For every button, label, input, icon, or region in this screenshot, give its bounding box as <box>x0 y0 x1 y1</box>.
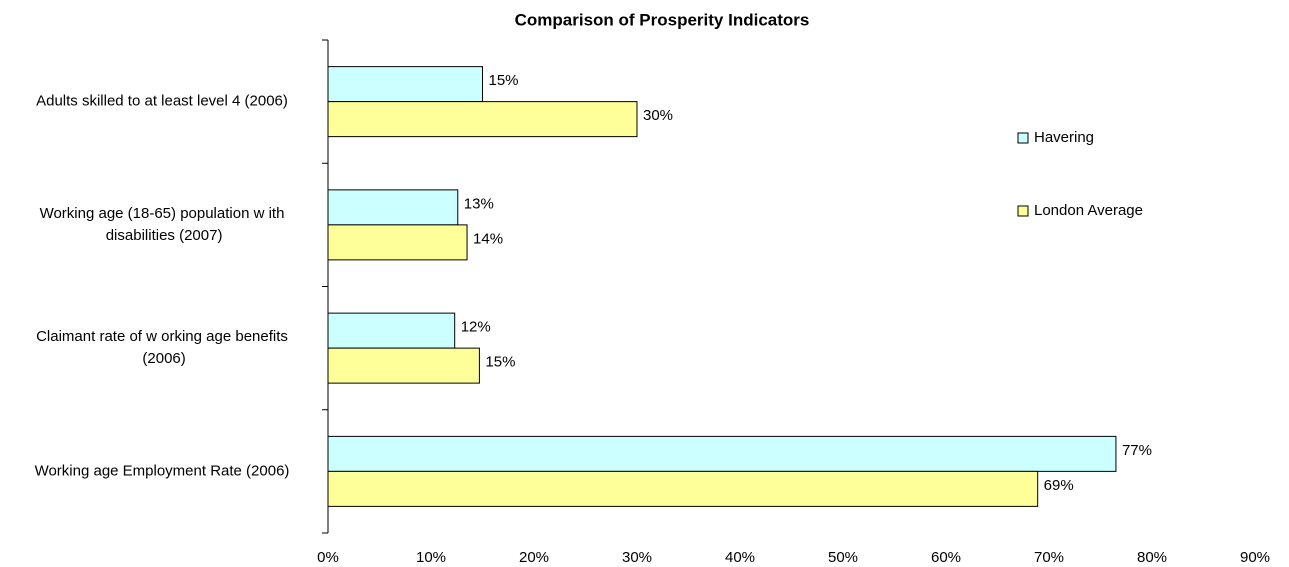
y-tick-label: Claimant rate of w orking age benefits (… <box>36 328 288 367</box>
bar <box>327 66 483 103</box>
bar <box>327 347 480 384</box>
data-label: 77% <box>1122 442 1152 459</box>
y-tick-label: Adults skilled to at least level 4 (2006… <box>36 93 288 110</box>
data-label: 15% <box>489 72 519 89</box>
x-tick-label: 10% <box>416 549 446 566</box>
x-tick-label: 50% <box>828 549 858 566</box>
legend-swatch <box>1017 132 1029 144</box>
bar <box>327 470 1039 507</box>
x-tick-label: 0% <box>317 549 339 566</box>
bar <box>327 435 1117 472</box>
bar <box>327 312 456 349</box>
bar <box>327 101 638 138</box>
legend-label: Havering <box>1034 129 1094 146</box>
bar <box>327 189 459 226</box>
legend-label: London Average <box>1034 202 1143 219</box>
x-tick-label: 40% <box>725 549 755 566</box>
data-label: 15% <box>485 354 515 371</box>
x-tick-label: 90% <box>1240 549 1270 566</box>
data-label: 69% <box>1044 477 1074 494</box>
x-tick-label: 70% <box>1034 549 1064 566</box>
data-label: 13% <box>464 195 494 212</box>
bar <box>327 224 468 261</box>
y-tick-label: Working age (18-65) population w ith dis… <box>40 205 285 244</box>
x-tick-label: 30% <box>622 549 652 566</box>
data-label: 12% <box>461 319 491 336</box>
chart-title: Comparison of Prosperity Indicators <box>515 10 810 29</box>
legend-swatch <box>1017 205 1029 217</box>
x-tick-label: 80% <box>1137 549 1167 566</box>
y-tick-label: Working age Employment Rate (2006) <box>35 462 290 479</box>
x-tick-label: 20% <box>519 549 549 566</box>
data-label: 30% <box>643 107 673 124</box>
data-label: 14% <box>473 230 503 247</box>
x-tick-label: 60% <box>931 549 961 566</box>
